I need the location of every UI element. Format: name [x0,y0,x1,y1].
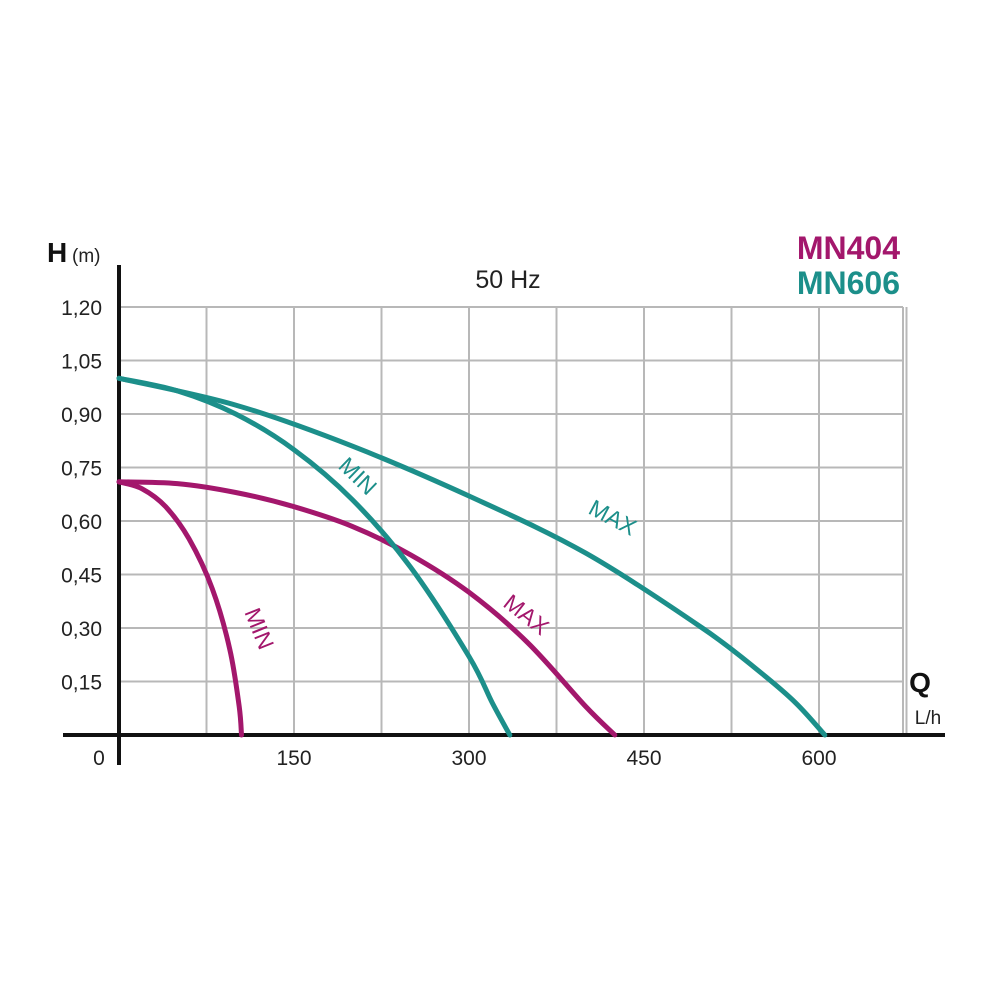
y-axis-unit: (m) [72,246,100,267]
x-tick-label: 300 [451,747,486,770]
x-tick-label: 150 [276,747,311,770]
y-tick-label: 0,90 [61,404,102,427]
x-axis-label: Q [909,667,931,698]
y-tick-label: 0,15 [61,672,102,695]
legend-mn404: MN404 [797,230,900,266]
curves [116,375,828,738]
curve-mn606-min [116,375,513,738]
y-tick-label: 0,75 [61,458,102,481]
y-tick-label: 1,20 [61,297,102,320]
curve-label-mn606-max: MAX [585,494,641,540]
y-tick-label: 0,60 [61,511,102,534]
curve-mn606-max [116,375,828,738]
y-tick-label: 0,45 [61,565,102,588]
grid [119,306,908,735]
x-tick-label: 450 [626,747,661,770]
legend-mn606: MN606 [797,265,900,301]
curve-label-mn404-min: MIN [239,604,279,653]
curve-label-mn606-min: MIN [334,452,382,500]
chart-title: 50 Hz [475,266,540,294]
x-tick-label: 600 [801,747,836,770]
y-axis-label: H [47,237,67,268]
axes: 0,15 0,30 0,45 0,60 0,75 0,90 1,05 1,20 150 300 45… [61,265,945,770]
y-tick-label: 1,05 [61,351,102,374]
origin-label: 0 [93,747,105,770]
curve-label-mn404-max: MAX [499,589,554,640]
curve-mn404-min [116,479,244,738]
x-axis-unit: L/h [915,708,941,729]
y-tick-label: 0,30 [61,618,102,641]
